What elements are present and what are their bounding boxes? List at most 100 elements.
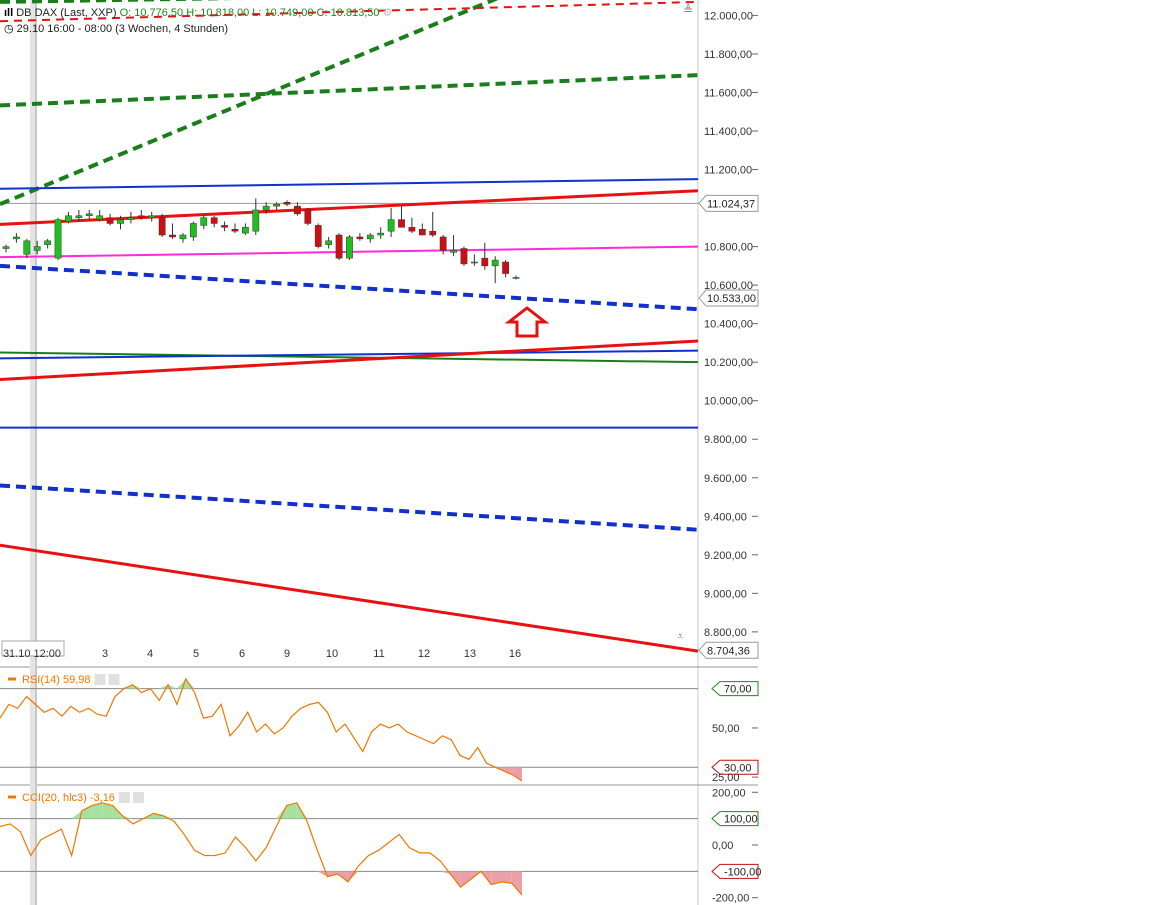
indicator-level-label: 30,00 <box>724 762 752 774</box>
trendline-blue-dashed[interactable] <box>0 483 699 532</box>
candle-body <box>502 261 509 274</box>
trendline-red[interactable] <box>0 543 699 653</box>
overbought-fill <box>132 684 142 689</box>
indicator-close-icon[interactable] <box>132 792 144 803</box>
indicator-close-icon[interactable] <box>108 674 120 685</box>
time-label: 4 <box>147 648 153 660</box>
scroll-down-icon[interactable]: ⩡ <box>677 629 684 643</box>
trendline-green[interactable] <box>0 351 699 364</box>
indicator-label: CCI(20, hlc3) -3,16 <box>22 792 115 804</box>
scroll-up-icon[interactable]: ≜ <box>683 3 693 17</box>
candle-body <box>75 215 83 218</box>
candle-body <box>85 213 93 217</box>
candles <box>2 198 520 284</box>
price-axis-ticks: 12.000,00 11.800,00 11.600,00 11.400,00 11.2… <box>704 10 758 639</box>
indicator-settings-icon[interactable] <box>94 674 106 685</box>
time-label: 12 <box>418 648 430 660</box>
trendline-green-dashed[interactable] <box>0 73 699 108</box>
low-value: L: 10.749,00 <box>252 7 314 19</box>
indicator-level-label: 70,00 <box>724 684 752 696</box>
candle-body <box>304 209 312 224</box>
trendline-green-dashed[interactable] <box>0 0 698 4</box>
price-tick-label: 12.000,00 <box>704 10 753 22</box>
price-tag-box <box>698 194 759 212</box>
price-tick-label: 10.000,00 <box>704 396 753 408</box>
candle-body <box>512 277 520 279</box>
candle-body <box>460 248 468 265</box>
indicator-tick-label: -200,00 <box>712 893 749 905</box>
time-label: 13 <box>464 648 476 660</box>
time-label: 3 <box>102 648 108 660</box>
chart-type-icon[interactable]: ıll <box>4 7 14 19</box>
price-tick-label: 10.800,00 <box>704 242 753 254</box>
time-label: 9 <box>284 648 290 660</box>
trendlines[interactable] <box>0 0 699 653</box>
trendline-red[interactable] <box>0 339 699 382</box>
time-label: 6 <box>239 648 245 660</box>
trendline-red-dashed[interactable] <box>0 0 699 23</box>
cci-panel: 100,00 -100,00 200,00 0,00 -200,00 CCI(20, hl… <box>0 787 761 905</box>
candle-body <box>273 203 280 207</box>
up-arrow-annotation[interactable] <box>504 306 550 338</box>
price-tag-box <box>698 641 759 659</box>
open-value: O: 10.776,50 <box>119 7 184 19</box>
candle-body <box>221 225 228 228</box>
settings-gear-icon[interactable]: ⚙ <box>382 7 393 19</box>
candle-body <box>137 215 145 218</box>
oversold-fill <box>460 871 471 888</box>
indicator-line <box>0 677 523 782</box>
trendline-blue-dashed[interactable] <box>0 263 699 312</box>
time-axis-labels: 31.10 12:00 3 4 5 6 9 10 11 12 13 16 <box>1 640 521 660</box>
time-label: 11 <box>373 648 384 660</box>
trendline-green-dashed[interactable] <box>0 0 698 207</box>
oversold-fill <box>491 871 502 885</box>
overbought-fill <box>286 802 297 819</box>
candle-body <box>294 205 301 215</box>
candle-body <box>23 240 31 255</box>
candle-body <box>366 234 374 240</box>
candle-body <box>408 227 416 232</box>
trendline-blue[interactable] <box>0 178 699 190</box>
indicator-tick-label: 200,00 <box>712 787 746 799</box>
clock-icon: ◷ <box>4 23 14 35</box>
candle-body <box>117 219 124 224</box>
indicator-tick-label: 50,00 <box>712 723 740 735</box>
candle-body <box>283 202 291 205</box>
price-tick-label: 11.800,00 <box>704 49 752 61</box>
oversold-fill <box>348 871 359 882</box>
candle-body <box>242 227 249 234</box>
indicator-tick-label: 25,00 <box>712 772 740 784</box>
time-label: 31.10 12:00 <box>3 648 61 660</box>
trendline-blue[interactable] <box>0 349 699 360</box>
indicator-level-tag <box>711 863 759 879</box>
price-tick-label: 10.600,00 <box>704 280 753 292</box>
candle-body <box>169 234 176 238</box>
price-tick-label: 9.200,00 <box>704 550 747 562</box>
overbought-fill <box>276 805 287 819</box>
oversold-fill <box>504 767 514 776</box>
candle-body <box>200 217 208 226</box>
oversold-fill <box>511 871 522 896</box>
candle-body <box>439 236 447 251</box>
trendline-red[interactable] <box>0 189 699 226</box>
oversold-fill <box>440 871 451 874</box>
price-tag-label: 8.704,36 <box>707 645 750 657</box>
candle-body <box>158 217 166 236</box>
indicator-level-label: 100,00 <box>724 814 758 826</box>
time-label: 5 <box>193 648 199 660</box>
oversold-fill <box>513 767 522 782</box>
crosshair-band <box>30 0 37 905</box>
price-tick-label: 8.800,00 <box>704 627 747 639</box>
price-tick-label: 10.200,00 <box>704 357 753 369</box>
candle-body <box>2 246 10 249</box>
candle-body <box>189 223 197 238</box>
indicator-line <box>0 802 523 896</box>
indicator-label: RSI(14) 59,98 <box>22 674 90 686</box>
candle-body <box>398 219 405 228</box>
indicator-settings-icon[interactable] <box>118 792 130 803</box>
chart-header: ıll DB DAX (Last, XXP) O: 10.776,50 H: 1… <box>4 6 392 19</box>
candle-body <box>335 234 343 259</box>
price-tick-label: 11.400,00 <box>704 126 752 138</box>
candle-body <box>210 217 218 224</box>
